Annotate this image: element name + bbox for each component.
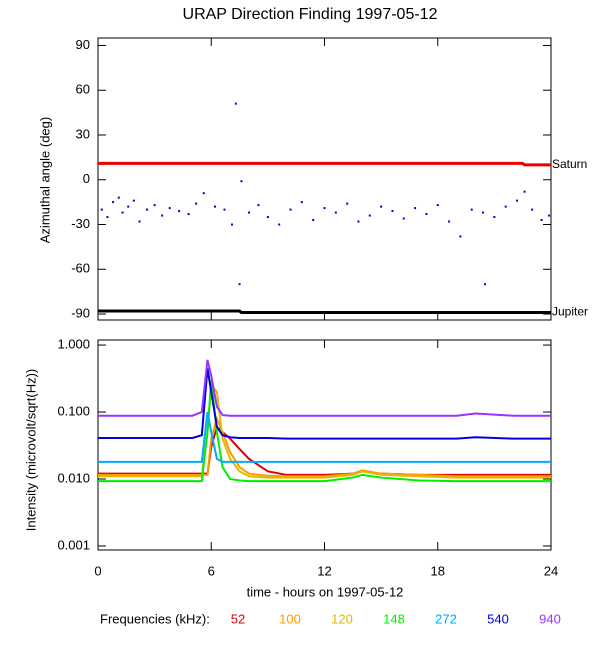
point <box>100 208 103 211</box>
line-label: Jupiter <box>552 305 588 319</box>
point <box>112 201 115 204</box>
plot-frame <box>97 339 552 551</box>
series-line <box>98 411 551 463</box>
point <box>334 211 337 214</box>
point <box>234 102 237 105</box>
y-tick-label: 60 <box>76 82 90 97</box>
x-tick-label: 12 <box>317 563 331 578</box>
point <box>168 207 171 210</box>
series-line <box>98 359 551 417</box>
point <box>323 207 326 210</box>
y-tick-label: -60 <box>71 261 90 276</box>
point <box>257 204 260 207</box>
point <box>523 190 526 193</box>
point <box>402 217 405 220</box>
x-tick-label: 6 <box>208 563 215 578</box>
y-tick-label: 1.000 <box>57 336 90 351</box>
point <box>161 214 164 217</box>
point <box>459 235 462 238</box>
point <box>238 283 241 286</box>
legend-entry: 148 <box>383 611 405 626</box>
point <box>516 199 519 202</box>
point <box>548 214 551 217</box>
x-tick-label: 0 <box>94 563 101 578</box>
chart-title: URAP Direction Finding 1997-05-12 <box>183 6 438 23</box>
point <box>470 208 473 211</box>
point <box>248 211 250 214</box>
point <box>195 202 198 205</box>
legend-entry: 272 <box>435 611 457 626</box>
point <box>357 220 360 223</box>
y-tick-label: 0.010 <box>57 470 90 485</box>
point <box>482 211 485 214</box>
point <box>368 214 371 217</box>
y-tick-label: 90 <box>76 37 90 52</box>
y-tick-label: 30 <box>76 126 90 141</box>
series-line <box>98 382 551 479</box>
point <box>391 210 394 213</box>
point <box>106 216 109 219</box>
point <box>266 216 269 219</box>
legend-entry: 100 <box>279 611 301 626</box>
point <box>240 180 243 183</box>
line-label: Saturn <box>552 157 587 171</box>
point <box>121 211 124 214</box>
point <box>380 205 383 208</box>
point <box>312 219 315 222</box>
legend-title: Frequencies (kHz): <box>100 611 210 626</box>
y-axis-label: Intensity (microvolt/sqrt(Hz)) <box>23 369 38 532</box>
point <box>448 220 451 223</box>
y-tick-label: 0 <box>83 171 90 186</box>
point <box>231 223 234 226</box>
point <box>202 192 205 195</box>
point <box>289 208 292 211</box>
point <box>132 199 135 202</box>
point <box>178 210 181 213</box>
point <box>138 220 141 223</box>
point <box>153 204 156 207</box>
legend-entry: 940 <box>539 611 561 626</box>
point <box>346 202 349 205</box>
point <box>214 205 217 208</box>
point <box>414 207 417 210</box>
y-tick-label: -90 <box>71 305 90 320</box>
point <box>504 205 507 208</box>
point <box>223 208 226 211</box>
series-line <box>98 368 551 440</box>
point <box>436 204 439 207</box>
point <box>483 283 486 286</box>
series-line <box>98 161 551 167</box>
point <box>146 208 149 211</box>
point <box>127 205 130 208</box>
point <box>425 213 428 216</box>
series-line <box>98 415 551 478</box>
point <box>117 196 120 199</box>
y-tick-label: -30 <box>71 216 90 231</box>
point <box>540 219 543 222</box>
y-tick-label: 0.100 <box>57 403 90 418</box>
point <box>300 201 303 204</box>
point <box>278 223 281 226</box>
x-tick-label: 24 <box>544 563 558 578</box>
x-axis-label: time - hours on 1997-05-12 <box>247 584 404 599</box>
y-axis-label: Azimuthal angle (deg) <box>37 117 52 243</box>
series-line <box>98 425 551 476</box>
point <box>531 208 534 211</box>
legend-entry: 52 <box>231 611 245 626</box>
legend-entry: 540 <box>487 611 509 626</box>
y-tick-label: 0.001 <box>57 537 90 552</box>
plot-frame <box>97 37 552 321</box>
legend-entry: 120 <box>331 611 353 626</box>
series-line <box>98 309 551 315</box>
x-tick-label: 18 <box>431 563 445 578</box>
series-line <box>98 379 551 483</box>
point <box>493 216 496 219</box>
point <box>187 213 190 216</box>
